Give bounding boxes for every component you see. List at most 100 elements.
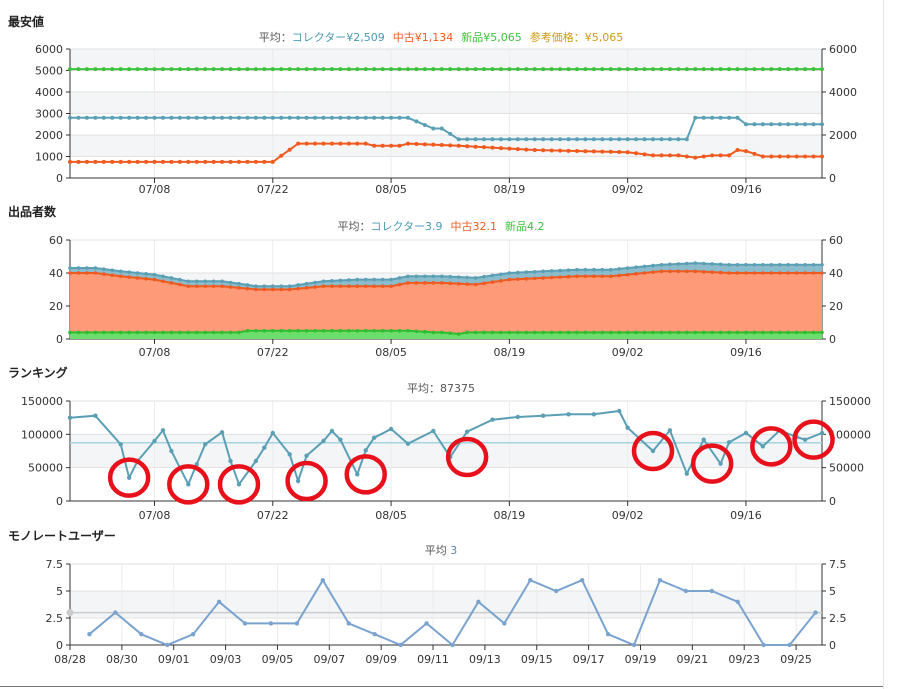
series-point-used: [515, 147, 520, 152]
series-point-used: [811, 154, 816, 159]
series-point-new: [625, 67, 630, 72]
area-point-new: [617, 330, 622, 335]
highlight-circle: [167, 464, 210, 505]
series-point-new: [144, 67, 149, 72]
y-tick-label: 2.5: [46, 612, 64, 625]
series-point-rank: [355, 472, 360, 477]
series-point-used: [676, 153, 681, 158]
series-point-users: [605, 632, 611, 637]
series-point-collector: [279, 115, 284, 120]
area-point-new: [254, 328, 258, 333]
series-point-new: [68, 67, 72, 72]
series-point-new: [245, 67, 250, 72]
area-point-total: [448, 274, 453, 279]
series-point-used: [135, 159, 140, 164]
area-point-used: [355, 284, 360, 288]
series-point-rank: [371, 435, 377, 440]
area-point-used: [617, 273, 622, 278]
series-point-new: [363, 67, 368, 72]
series-point-rank: [566, 412, 571, 417]
series-point-new: [465, 67, 470, 72]
series-point-new: [507, 67, 512, 72]
series-point-new: [346, 67, 351, 72]
series-point-users: [787, 642, 792, 648]
page-right-rule: [883, 0, 884, 689]
highlight-circle: [631, 430, 675, 472]
series-point-used: [76, 159, 81, 164]
area-point-used: [194, 284, 199, 288]
series-point-used: [803, 154, 808, 159]
series-point-new: [169, 67, 174, 72]
series-point-users: [320, 578, 326, 583]
area-point-total: [693, 261, 698, 265]
area-point-new: [414, 329, 419, 334]
area-point-total: [735, 262, 740, 267]
series-point-used: [651, 153, 656, 158]
series-point-used: [608, 149, 613, 154]
series-point-new: [769, 67, 774, 72]
area-point-total: [439, 274, 444, 279]
area-point-used: [254, 287, 258, 292]
series-point-used: [152, 159, 157, 164]
area-point-total: [668, 262, 672, 267]
area-point-total: [431, 274, 436, 279]
series-point-rank: [760, 444, 766, 449]
series-point-rank: [405, 441, 411, 446]
series-point-users: [372, 632, 377, 637]
area-point-total: [727, 262, 731, 267]
x-tick-label: 08/19: [494, 183, 526, 196]
plot-band: [70, 591, 822, 618]
series-point-used: [659, 153, 664, 158]
series-point-users: [657, 578, 663, 583]
series-point-new: [532, 67, 537, 72]
y-tick-label: 5: [56, 585, 63, 598]
area-point-total: [93, 266, 98, 270]
series-point-users: [813, 610, 818, 615]
subtitle-part: コレクター¥2,509: [292, 31, 385, 44]
series-point-collector: [524, 137, 529, 142]
area-point-total: [313, 280, 317, 285]
series-point-collector: [296, 115, 301, 120]
series-point-new: [228, 67, 233, 72]
sellers-chart: 平均：コレクター3.9 中古32.1 新品4.2 0 20 40 60 0 20 40 60 07/0…: [49, 219, 843, 359]
right-tick-label: 100000: [829, 428, 871, 441]
area-point-used: [330, 284, 334, 288]
area-point-total: [752, 262, 757, 267]
area-point-new: [583, 330, 588, 335]
series-point-new: [338, 67, 343, 72]
area-point-used: [431, 281, 436, 285]
area-point-total: [347, 278, 351, 282]
series-point-used: [465, 144, 470, 149]
series-point-collector: [397, 115, 402, 120]
area-point-new: [211, 330, 216, 335]
series-point-collector: [144, 115, 149, 120]
x-tick-label: 09/11: [417, 653, 449, 666]
series-point-collector: [372, 115, 377, 120]
area-point-total: [389, 277, 393, 282]
series-point-new: [634, 67, 639, 72]
area-point-new: [659, 330, 664, 335]
area-point-total: [76, 266, 81, 270]
area-point-total: [338, 278, 343, 283]
series-point-new: [439, 67, 444, 72]
series-point-rank: [228, 458, 233, 464]
series-point-new: [194, 67, 199, 72]
series-point-used: [617, 150, 622, 155]
series-point-users: [216, 599, 222, 604]
highlight-circle: [285, 460, 328, 502]
series-point-collector: [667, 137, 672, 142]
area-point-new: [524, 330, 529, 335]
series-point-new: [380, 67, 385, 72]
section-title-sellers: 出品者数: [8, 205, 57, 219]
area-point-total: [701, 261, 706, 266]
series-point-used: [456, 143, 461, 148]
series-point-used: [127, 159, 132, 164]
area-point-total: [372, 277, 376, 282]
y-tick-label: 150000: [21, 395, 63, 408]
series-point-collector: [752, 122, 757, 127]
series-point-collector: [777, 122, 782, 127]
area-point-total: [516, 270, 520, 275]
area-point-total: [414, 274, 419, 279]
area-point-used: [566, 274, 571, 279]
series-point-rank: [93, 413, 98, 418]
